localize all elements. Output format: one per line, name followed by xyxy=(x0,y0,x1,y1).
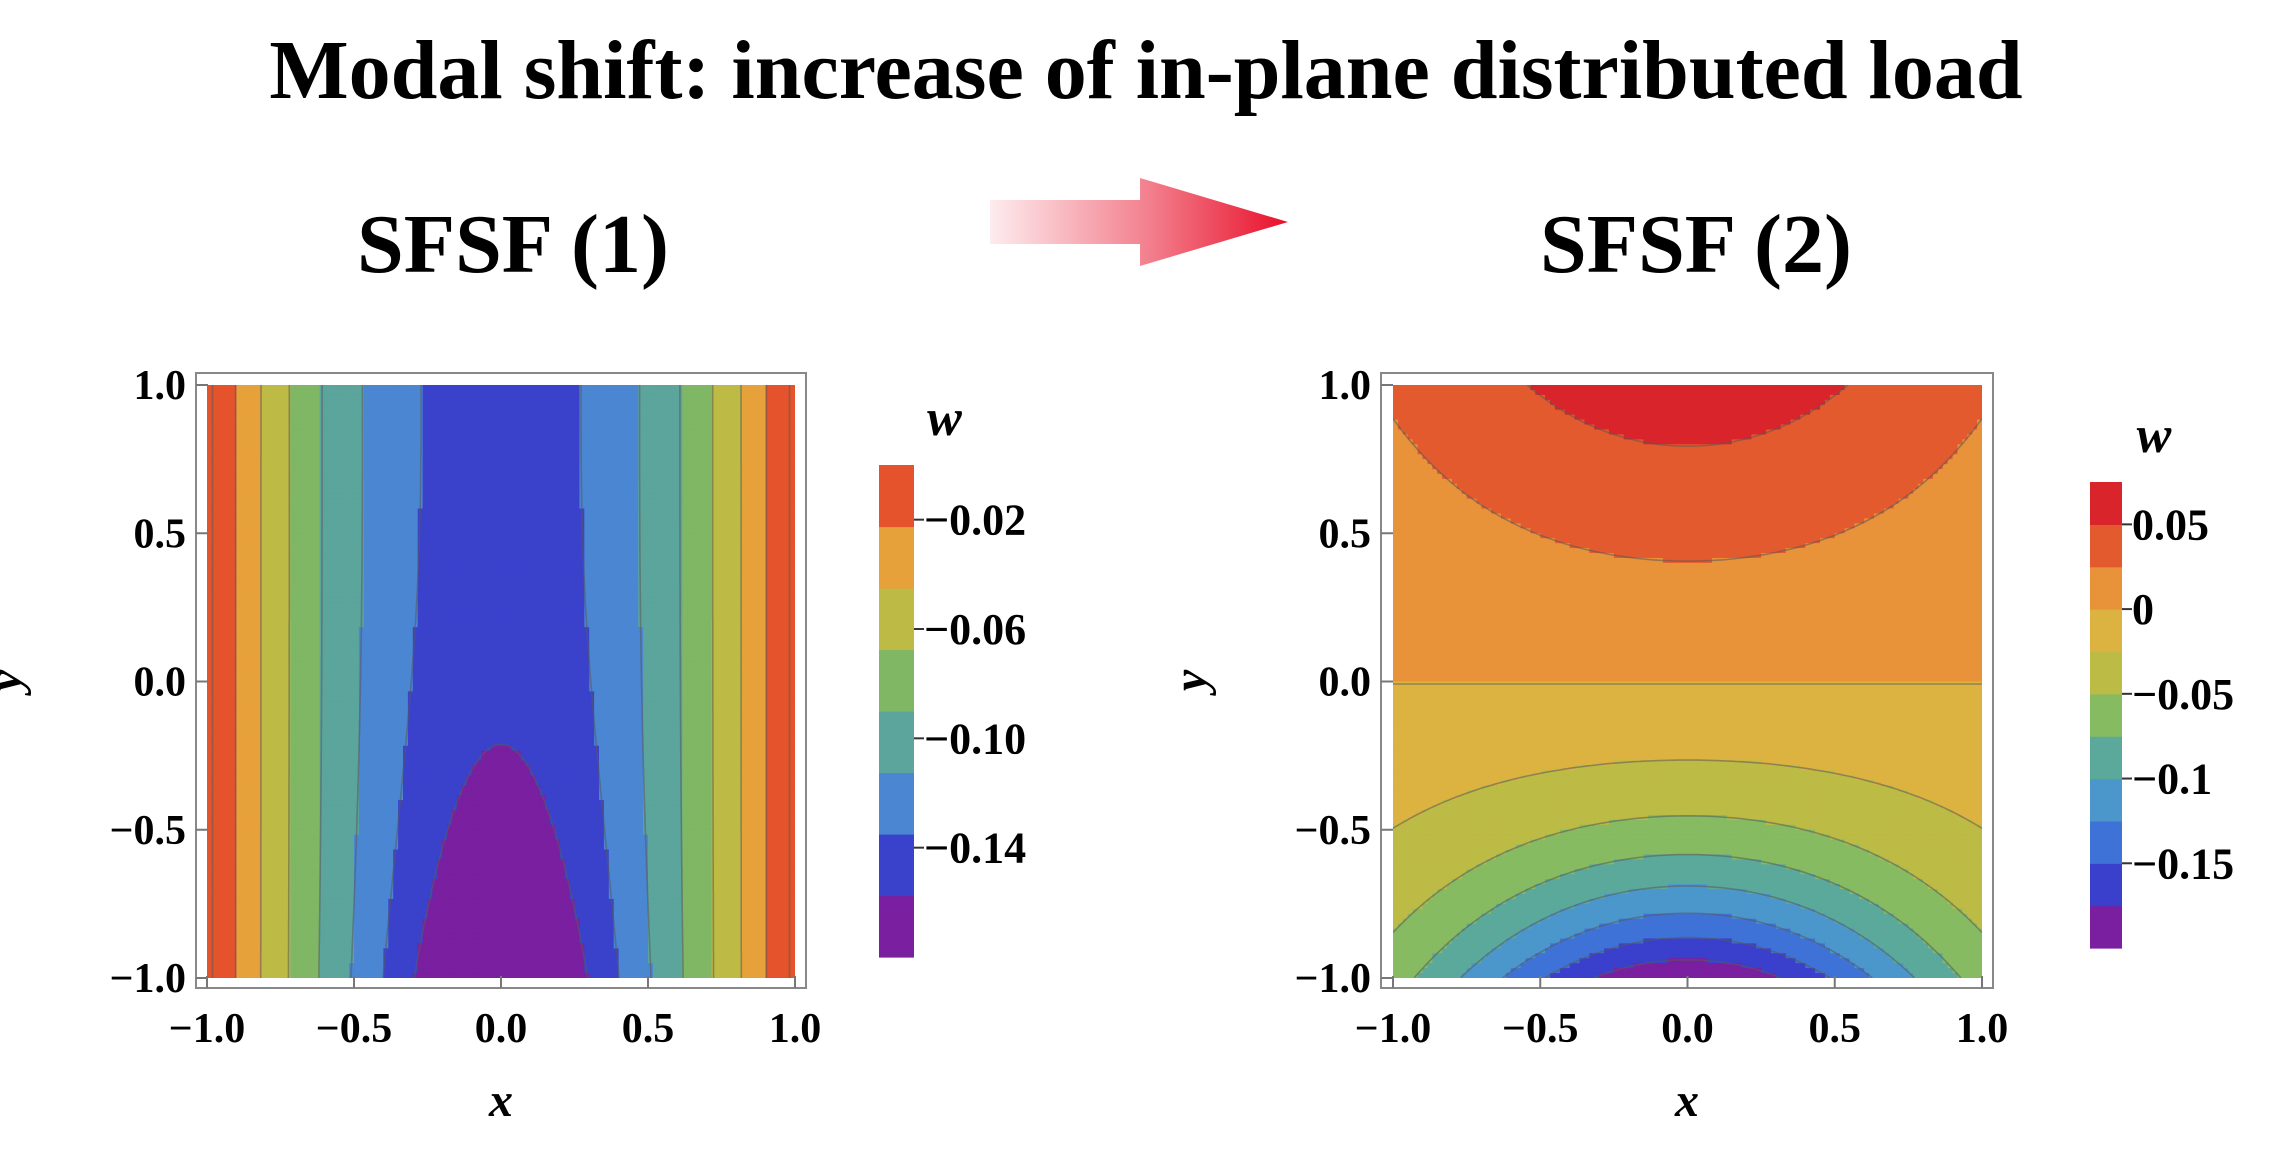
page-title: Modal shift: increase of in-plane distri… xyxy=(0,22,2292,119)
legend-title: w xyxy=(2137,407,2172,464)
legend-swatch xyxy=(2090,524,2122,568)
x-tick-label: 0.0 xyxy=(475,1006,528,1052)
legend-swatch xyxy=(2090,820,2122,864)
x-tick-label: 1.0 xyxy=(769,1006,822,1052)
x-tick-label: −0.5 xyxy=(316,1006,392,1052)
legend-swatch xyxy=(2090,863,2122,907)
y-tick-label: 0.0 xyxy=(134,660,187,706)
chart-title-left: SFSF (1) xyxy=(213,196,813,293)
y-tick-label: 0.5 xyxy=(134,511,187,557)
legend-tick-label: −0.1 xyxy=(2132,755,2212,804)
legend-swatch xyxy=(2090,609,2122,653)
x-tick-label: −1.0 xyxy=(169,1006,245,1052)
legend-tick-label: −0.05 xyxy=(2132,670,2234,719)
x-tick-label: 0.0 xyxy=(1661,1006,1714,1052)
legend-swatch xyxy=(879,526,914,589)
legend-title: w xyxy=(927,390,962,447)
contour-field xyxy=(1393,385,1982,978)
legend-tick-label: −0.02 xyxy=(924,496,1026,545)
y-axis-label: y xyxy=(0,669,32,696)
y-tick-label: −1.0 xyxy=(1295,956,1371,1002)
y-tick-label: 1.0 xyxy=(134,363,187,409)
legend-swatch xyxy=(2090,905,2122,949)
legend-swatch xyxy=(2090,482,2122,525)
legend-tick-label: 0 xyxy=(2132,585,2154,634)
chart-title-right: SFSF (2) xyxy=(1396,196,1996,293)
x-tick-label: 0.5 xyxy=(1809,1006,1862,1052)
x-tick-label: 1.0 xyxy=(1956,1006,2009,1052)
legend-swatch xyxy=(2090,778,2122,822)
y-tick-label: 0.0 xyxy=(1319,660,1372,706)
legend-swatch xyxy=(2090,651,2122,695)
legend-swatch xyxy=(879,711,914,774)
y-tick-label: −0.5 xyxy=(1295,808,1371,854)
legend-tick-label: −0.14 xyxy=(924,824,1026,873)
legend-swatch xyxy=(879,588,914,651)
legend-tick-label: −0.15 xyxy=(2132,839,2234,888)
legend-swatch xyxy=(2090,736,2122,780)
x-tick-label: −0.5 xyxy=(1502,1006,1578,1052)
legend-tick-label: 0.05 xyxy=(2132,500,2209,549)
x-axis-label: x xyxy=(488,1074,513,1127)
y-tick-label: 0.5 xyxy=(1319,511,1372,557)
y-tick-label: −1.0 xyxy=(110,956,186,1002)
legend-tick-label: −0.06 xyxy=(924,605,1026,654)
legend-swatch xyxy=(879,895,914,958)
legend-swatch xyxy=(879,834,914,897)
contour-lines xyxy=(211,385,791,978)
legend-swatch xyxy=(879,649,914,712)
x-tick-label: −1.0 xyxy=(1355,1006,1431,1052)
legend-swatch xyxy=(2090,693,2122,737)
legend-swatch xyxy=(2090,566,2122,610)
x-tick-label: 0.5 xyxy=(622,1006,675,1052)
contour-lines xyxy=(1393,385,1982,978)
y-tick-label: 1.0 xyxy=(1319,363,1372,409)
right-arrow-icon xyxy=(990,178,1288,266)
legend-swatch xyxy=(879,465,914,528)
x-axis-label: x xyxy=(1674,1074,1699,1127)
legend-tick-label: −0.10 xyxy=(924,714,1026,763)
y-tick-label: −0.5 xyxy=(110,808,186,854)
y-axis-label: y xyxy=(1164,669,1217,696)
legend-swatch xyxy=(879,772,914,835)
contour-plot-sfsf-1: −1.0−1.0 −0.5 −0.5 0.0 0.0 0.5 0.5 1.0 1.0 x y −0.1… xyxy=(0,363,1026,1127)
